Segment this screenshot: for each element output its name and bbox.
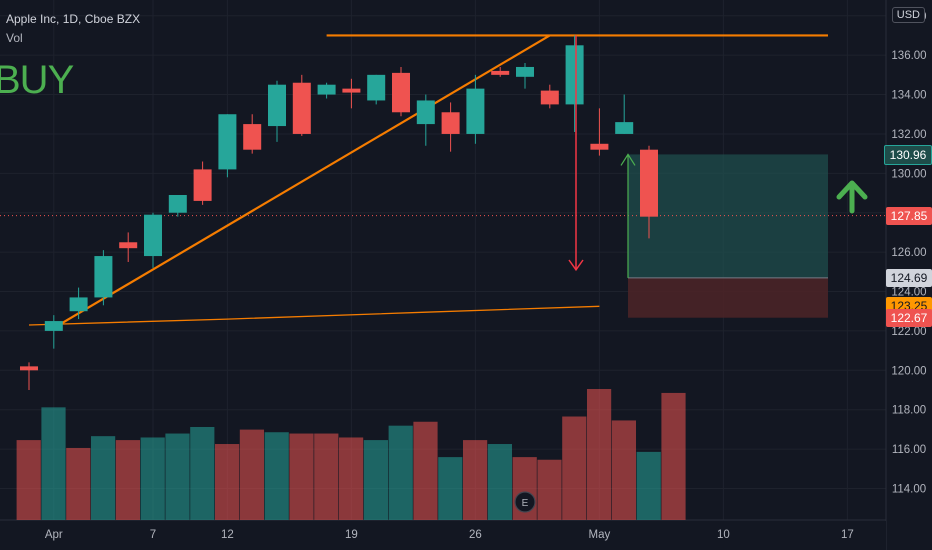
- volume-bar: [661, 392, 686, 520]
- time-tick-label: 26: [469, 529, 482, 541]
- candle-body: [119, 242, 138, 249]
- volume-bar: [140, 437, 165, 520]
- candle-body: [392, 72, 410, 113]
- volume-bar: [165, 433, 190, 520]
- earnings-marker-label: E: [522, 498, 529, 509]
- volume-bar: [587, 389, 612, 520]
- candle-body: [615, 122, 634, 134]
- volume-bar: [537, 459, 562, 520]
- candle-body: [317, 84, 336, 95]
- candle-body: [218, 114, 237, 170]
- time-tick-label: Apr: [45, 529, 63, 541]
- volume-bar: [487, 444, 512, 520]
- time-tick-label: 10: [717, 529, 730, 541]
- target-price-tag: 130.96: [884, 145, 932, 166]
- volume-bar: [388, 425, 413, 520]
- price-tick-label: 118.00: [892, 405, 926, 417]
- candle-body: [268, 84, 286, 127]
- volume-bar: [562, 416, 587, 520]
- last-price-tag: 127.85: [886, 206, 932, 225]
- price-tick-label: 122.00: [891, 326, 926, 338]
- candle-body: [69, 297, 88, 312]
- annotation-arrows: E: [514, 35, 868, 513]
- volume-bar: [41, 407, 66, 520]
- volume-bar: [438, 457, 463, 520]
- candle-body: [144, 214, 162, 257]
- price-tick-label: 132.00: [891, 129, 926, 141]
- moving-average-line: [28, 305, 600, 326]
- ascending-trendline: [53, 34, 551, 329]
- candles: [20, 35, 658, 390]
- candle-body: [20, 366, 38, 371]
- candle-body: [565, 45, 584, 105]
- buy-signal-arrow: [836, 180, 868, 214]
- volume-bar: [239, 429, 264, 520]
- volume-bar: [611, 420, 636, 520]
- volume-bar: [66, 447, 91, 520]
- price-tick-label: 116.00: [892, 444, 926, 456]
- volume-bar: [190, 426, 215, 520]
- symbol-title[interactable]: Apple Inc, 1D, Cboe BZX: [6, 12, 141, 26]
- candle-body: [44, 321, 63, 331]
- price-tick-label: 120.00: [891, 365, 926, 377]
- volume-bar: [314, 433, 339, 520]
- currency-button[interactable]: USD: [891, 7, 925, 23]
- stop-zone: [628, 277, 828, 318]
- volume-bar: [339, 437, 364, 520]
- candle-body: [367, 74, 386, 101]
- candle-body: [243, 124, 262, 150]
- candle-body: [491, 70, 510, 75]
- trend-drawings: [28, 34, 828, 329]
- candle-body: [441, 112, 460, 134]
- candle-body: [292, 82, 311, 134]
- time-tick-label: 17: [841, 529, 854, 541]
- candle-body: [416, 100, 435, 125]
- volume-bar: [115, 440, 140, 520]
- candle-body: [466, 88, 485, 134]
- candle-body: [590, 143, 609, 150]
- stop-price-tag: 122.67: [886, 308, 932, 327]
- entry-price-tag: 124.69: [886, 268, 932, 287]
- price-tick-label: 114.00: [892, 483, 926, 495]
- drop-arrow-head: [568, 259, 584, 272]
- volume-bar: [16, 440, 41, 520]
- time-tick-label: 7: [150, 529, 156, 541]
- candle-body: [94, 256, 113, 298]
- candle-body: [342, 88, 361, 93]
- chart-legend: Apple Inc, 1D, Cboe BZX Vol: [6, 10, 140, 48]
- candle-body: [640, 149, 658, 217]
- time-tick-label: 12: [221, 529, 234, 541]
- price-tick-label: 134.00: [891, 90, 926, 102]
- volume-bar: [363, 440, 388, 520]
- time-axis-background: [0, 521, 886, 550]
- target-arrow-head: [620, 153, 636, 166]
- price-tick-label: 124.00: [891, 287, 926, 299]
- volume-bar: [289, 433, 314, 520]
- volume-bar: [413, 421, 438, 520]
- time-tick-label: May: [589, 529, 611, 541]
- time-axis[interactable]: Apr 7 12 19 26 May 10 17: [0, 521, 886, 550]
- price-tick-label: 130.00: [891, 168, 926, 180]
- volume-bar: [215, 444, 240, 520]
- price-tick-label: 136.00: [891, 50, 926, 62]
- volume-bar: [91, 436, 116, 520]
- time-tick-label: 19: [345, 529, 358, 541]
- earnings-marker: [514, 491, 536, 513]
- position-zones: [0, 154, 886, 318]
- candle-body: [540, 90, 559, 105]
- candle-body: [516, 66, 534, 77]
- volume-label[interactable]: Vol: [6, 31, 23, 45]
- price-tick-label: 126.00: [891, 247, 926, 259]
- volume-bar: [463, 440, 488, 520]
- volume-bar: [636, 451, 661, 520]
- candle-body: [193, 169, 212, 201]
- buy-watermark: BUY: [0, 58, 74, 102]
- volume-bar: [264, 432, 289, 520]
- candle-body: [168, 195, 187, 213]
